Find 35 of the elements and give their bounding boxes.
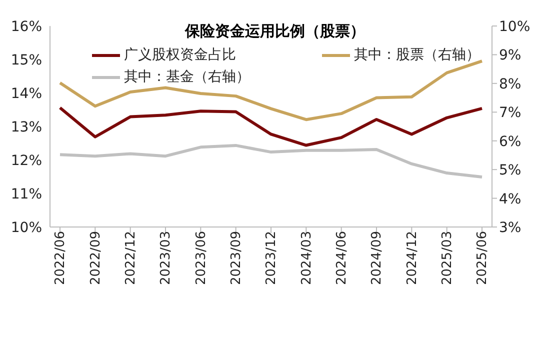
- y2-tick-label: 8%: [499, 76, 522, 92]
- y-tick-label: 15%: [10, 52, 42, 68]
- y2-tick-label: 5%: [499, 162, 522, 179]
- y2-tick-label: 7%: [499, 105, 522, 122]
- y2-tick-label: 6%: [499, 134, 522, 150]
- legend-label: 其中：基金（右轴）: [124, 68, 250, 86]
- x-tick-label: 2022/09: [88, 231, 104, 286]
- y-tick-label: 13%: [10, 119, 42, 136]
- y-tick-label: 14%: [10, 86, 42, 102]
- x-tick-label: 2024/09: [370, 231, 385, 286]
- y-tick-label: 12%: [10, 152, 42, 169]
- y2-tick-label: 4%: [499, 191, 522, 208]
- line-series: [58, 144, 484, 179]
- y2-tick-label: 10%: [499, 18, 530, 35]
- line-series: [58, 60, 484, 122]
- y-tick-label: 11%: [10, 186, 42, 202]
- x-tick-label: 2022/06: [53, 231, 68, 286]
- x-tick-label: 2023/03: [158, 231, 174, 286]
- line-series: [58, 106, 484, 147]
- x-tick-label: 2025/06: [475, 231, 490, 286]
- x-tick-label: 2024/03: [299, 231, 314, 286]
- x-tick-label: 2024/06: [334, 231, 350, 286]
- legend-label: 其中：股票（右轴）: [354, 46, 480, 64]
- x-tick-label: 2025/03: [440, 231, 456, 286]
- x-tick-label: 2022/12: [124, 231, 139, 286]
- chart-title: 保险资金运用比例（股票）: [185, 22, 365, 40]
- x-tick-label: 2024/12: [404, 231, 420, 286]
- x-tick-label: 2023/12: [264, 231, 280, 286]
- x-tick-label: 2023/09: [229, 231, 244, 286]
- x-tick-label: 2023/06: [194, 231, 209, 286]
- y2-tick-label: 9%: [499, 48, 522, 64]
- legend-label: 广义股权资金占比: [124, 46, 236, 64]
- y-tick-label: 10%: [10, 220, 42, 236]
- y2-tick-label: 3%: [499, 220, 522, 236]
- y-tick-label: 16%: [10, 18, 42, 35]
